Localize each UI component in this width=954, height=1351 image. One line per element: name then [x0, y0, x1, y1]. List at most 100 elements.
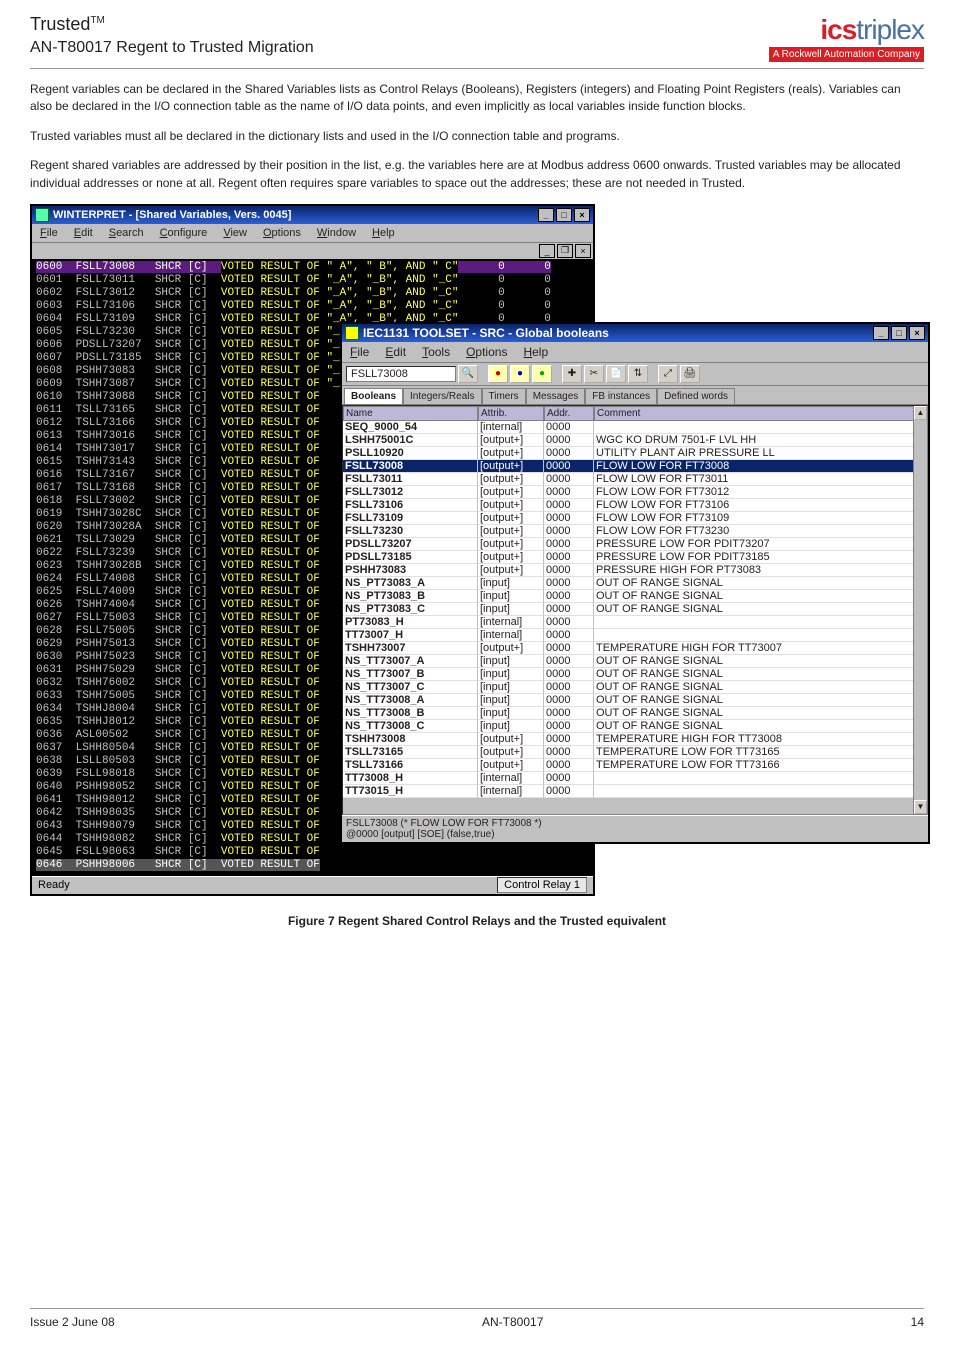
maximize-button[interactable]: □: [556, 208, 572, 222]
menu-search[interactable]: Search: [105, 226, 148, 240]
ics-logo: icstriplex A Rockwell Automation Company: [769, 14, 924, 62]
tab-defined-words[interactable]: Defined words: [657, 388, 735, 404]
tb-pause[interactable]: ●: [510, 365, 530, 383]
winterpret-titlebar[interactable]: WINTERPRET - [Shared Variables, Vers. 00…: [32, 206, 593, 224]
wint-line-0601[interactable]: 0601 FSLL73011 SHCR [C] VOTED RESULT OF …: [36, 274, 589, 287]
tab-messages[interactable]: Messages: [526, 388, 586, 404]
row-FSLL73106[interactable]: FSLL73106[output+]0000FLOW LOW FOR FT731…: [343, 499, 927, 512]
tb-sort[interactable]: ⇅: [628, 365, 648, 383]
winterpret-title: WINTERPRET - [Shared Variables, Vers. 00…: [53, 209, 291, 221]
menu-file[interactable]: File: [36, 226, 62, 240]
tab-timers[interactable]: Timers: [482, 388, 526, 404]
figure-caption: Figure 7 Regent Shared Control Relays an…: [0, 914, 954, 928]
row-FSLL73230[interactable]: FSLL73230[output+]0000FLOW LOW FOR FT732…: [343, 525, 927, 538]
footer-right: 14: [911, 1315, 924, 1329]
menu-view[interactable]: View: [219, 226, 251, 240]
wint-line-0603[interactable]: 0603 FSLL73106 SHCR [C] VOTED RESULT OF …: [36, 300, 589, 313]
footer-mid: AN-T80017: [482, 1315, 543, 1329]
row-TT73015_H[interactable]: TT73015_H[internal]0000: [343, 785, 927, 798]
wint-line-0646[interactable]: 0646 PSHH98006 SHCR [C] VOTED RESULT OF: [36, 859, 589, 872]
minimize-button[interactable]: _: [538, 208, 554, 222]
iec-menu-help[interactable]: Help: [519, 344, 552, 360]
row-FSLL73109[interactable]: FSLL73109[output+]0000FLOW LOW FOR FT731…: [343, 512, 927, 525]
row-FSLL73008[interactable]: FSLL73008[output+]0000FLOW LOW FOR FT730…: [343, 460, 927, 473]
col-addr[interactable]: Addr.: [544, 406, 594, 421]
iec-close[interactable]: ×: [909, 326, 925, 340]
row-PDSLL73185[interactable]: PDSLL73185[output+]0000PRESSURE LOW FOR …: [343, 551, 927, 564]
tb-stop[interactable]: ●: [488, 365, 508, 383]
scrollbar[interactable]: ▲ ▼: [913, 406, 927, 814]
row-NS_TT73007_C[interactable]: NS_TT73007_C[input]0000OUT OF RANGE SIGN…: [343, 681, 927, 694]
status-relay: Control Relay 1: [497, 877, 587, 893]
row-PSHH73083[interactable]: PSHH73083[output+]0000PRESSURE HIGH FOR …: [343, 564, 927, 577]
row-NS_PT73083_A[interactable]: NS_PT73083_A[input]0000OUT OF RANGE SIGN…: [343, 577, 927, 590]
tb-go[interactable]: ●: [532, 365, 552, 383]
row-NS_PT73083_B[interactable]: NS_PT73083_B[input]0000OUT OF RANGE SIGN…: [343, 590, 927, 603]
tab-fb-instances[interactable]: FB instances: [585, 388, 657, 404]
tb-new[interactable]: ✚: [562, 365, 582, 383]
mdi-max[interactable]: ❐: [557, 244, 573, 258]
mdi-close[interactable]: ×: [575, 244, 591, 258]
row-TT73007_H[interactable]: TT73007_H[internal]0000: [343, 629, 927, 642]
para-2: Trusted variables must all be declared i…: [30, 128, 924, 145]
row-PDSLL73207[interactable]: PDSLL73207[output+]0000PRESSURE LOW FOR …: [343, 538, 927, 551]
tb-expand[interactable]: ⤢: [658, 365, 678, 383]
iec-menu-tools[interactable]: Tools: [418, 344, 454, 360]
row-NS_TT73007_B[interactable]: NS_TT73007_B[input]0000OUT OF RANGE SIGN…: [343, 668, 927, 681]
mdi-min[interactable]: _: [539, 244, 555, 258]
wint-line-0645[interactable]: 0645 FSLL98063 SHCR [C] VOTED RESULT OF: [36, 846, 589, 859]
scroll-up[interactable]: ▲: [914, 406, 927, 420]
close-button[interactable]: ×: [574, 208, 590, 222]
col-name[interactable]: Name: [343, 406, 478, 421]
iec-menu-file[interactable]: File: [346, 344, 373, 360]
iec-menubar[interactable]: File Edit Tools Options Help: [342, 342, 928, 363]
row-LSHH75001C[interactable]: LSHH75001C[output+]0000WGC KO DRUM 7501-…: [343, 434, 927, 447]
row-NS_TT73007_A[interactable]: NS_TT73007_A[input]0000OUT OF RANGE SIGN…: [343, 655, 927, 668]
menu-help[interactable]: Help: [368, 226, 399, 240]
menu-options[interactable]: Options: [259, 226, 305, 240]
footer-left: Issue 2 June 08: [30, 1315, 115, 1329]
search-field[interactable]: FSLL73008: [346, 366, 456, 382]
wint-line-0602[interactable]: 0602 FSLL73012 SHCR [C] VOTED RESULT OF …: [36, 287, 589, 300]
row-TSLL73165[interactable]: TSLL73165[output+]0000TEMPERATURE LOW FO…: [343, 746, 927, 759]
wint-line-0600[interactable]: 0600 FSLL73008 SHCR [C] VOTED RESULT OF …: [36, 261, 589, 274]
find-button[interactable]: 🔍: [458, 365, 478, 383]
iec-menu-options[interactable]: Options: [462, 344, 511, 360]
menu-window[interactable]: Window: [313, 226, 360, 240]
app-icon: [35, 208, 49, 222]
iec-max[interactable]: □: [891, 326, 907, 340]
row-FSLL73011[interactable]: FSLL73011[output+]0000FLOW LOW FOR FT730…: [343, 473, 927, 486]
row-TT73008_H[interactable]: TT73008_H[internal]0000: [343, 772, 927, 785]
row-TSLL73166[interactable]: TSLL73166[output+]0000TEMPERATURE LOW FO…: [343, 759, 927, 772]
iec-titlebar[interactable]: IEC1131 TOOLSET - SRC - Global booleans …: [342, 324, 928, 342]
iec-tabs[interactable]: BooleansIntegers/RealsTimersMessagesFB i…: [342, 386, 928, 405]
row-PT73083_H[interactable]: PT73083_H[internal]0000: [343, 616, 927, 629]
iec-min[interactable]: _: [873, 326, 889, 340]
iec-window: IEC1131 TOOLSET - SRC - Global booleans …: [340, 322, 930, 844]
iec-menu-edit[interactable]: Edit: [381, 344, 410, 360]
status-ready: Ready: [38, 879, 70, 891]
tab-integers-reals[interactable]: Integers/Reals: [403, 388, 481, 404]
row-TSHH73008[interactable]: TSHH73008[output+]0000TEMPERATURE HIGH F…: [343, 733, 927, 746]
grid-header: NameAttrib.Addr.Comment: [343, 406, 927, 421]
menu-configure[interactable]: Configure: [156, 226, 212, 240]
row-NS_TT73008_A[interactable]: NS_TT73008_A[input]0000OUT OF RANGE SIGN…: [343, 694, 927, 707]
para-1: Regent variables can be declared in the …: [30, 81, 924, 116]
iec-app-icon: [345, 326, 359, 340]
tb-cut[interactable]: ✂: [584, 365, 604, 383]
winterpret-menubar[interactable]: File Edit Search Configure View Options Window…: [32, 224, 593, 243]
col-attrib[interactable]: Attrib.: [478, 406, 544, 421]
row-SEQ_9000_54[interactable]: SEQ_9000_54[internal]0000: [343, 421, 927, 434]
row-FSLL73012[interactable]: FSLL73012[output+]0000FLOW LOW FOR FT730…: [343, 486, 927, 499]
scroll-down[interactable]: ▼: [914, 800, 927, 814]
row-NS_PT73083_C[interactable]: NS_PT73083_C[input]0000OUT OF RANGE SIGN…: [343, 603, 927, 616]
col-comment[interactable]: Comment: [594, 406, 927, 421]
row-NS_TT73008_C[interactable]: NS_TT73008_C[input]0000OUT OF RANGE SIGN…: [343, 720, 927, 733]
tb-print[interactable]: 🖨: [680, 365, 700, 383]
row-PSLL10920[interactable]: PSLL10920[output+]0000UTILITY PLANT AIR …: [343, 447, 927, 460]
row-NS_TT73008_B[interactable]: NS_TT73008_B[input]0000OUT OF RANGE SIGN…: [343, 707, 927, 720]
tb-copy[interactable]: 📄: [606, 365, 626, 383]
row-TSHH73007[interactable]: TSHH73007[output+]0000TEMPERATURE HIGH F…: [343, 642, 927, 655]
tab-booleans[interactable]: Booleans: [344, 388, 403, 404]
menu-edit[interactable]: Edit: [70, 226, 97, 240]
